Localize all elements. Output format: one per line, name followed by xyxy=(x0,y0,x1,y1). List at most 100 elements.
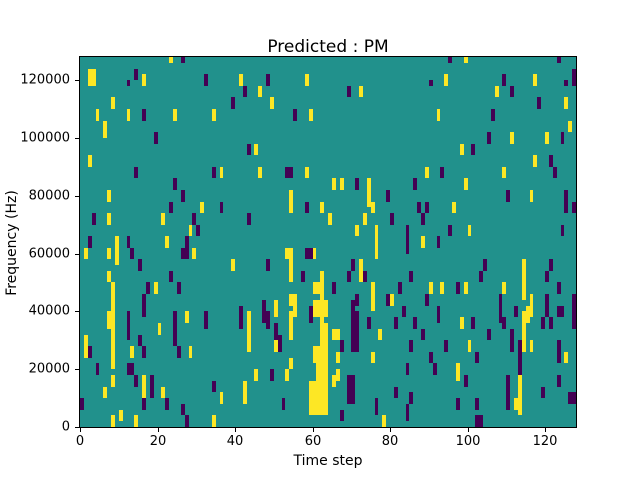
heatmap-cell xyxy=(371,282,375,311)
heatmap-cell xyxy=(84,335,88,358)
heatmap-cell xyxy=(212,381,216,392)
heatmap-cell xyxy=(382,415,386,427)
heatmap-cell xyxy=(107,311,111,329)
heatmap-cell xyxy=(138,335,142,346)
heatmap-cell xyxy=(561,306,564,317)
x-tick-label: 80 xyxy=(381,434,399,449)
heatmap-cell xyxy=(247,213,251,225)
heatmap-cell xyxy=(402,306,406,317)
heatmap-cell xyxy=(138,259,142,271)
heatmap-cell xyxy=(324,358,328,415)
heatmap-cell xyxy=(475,398,479,410)
heatmap-cell xyxy=(545,271,549,282)
heatmap-cell xyxy=(568,392,572,404)
heatmap-cell xyxy=(130,248,134,259)
heatmap-cell xyxy=(448,225,452,236)
heatmap-cell xyxy=(185,236,189,248)
heatmap-cell xyxy=(332,178,336,190)
heatmap-cell xyxy=(514,306,518,317)
heatmap-cell xyxy=(177,282,181,294)
heatmap-cell xyxy=(471,144,475,155)
heatmap-cell xyxy=(437,236,440,248)
heatmap-cell xyxy=(274,300,278,317)
heatmap-cell xyxy=(390,213,394,225)
heatmap-cell xyxy=(134,69,138,80)
x-tick-label: 20 xyxy=(149,434,167,449)
heatmap-cell xyxy=(142,375,146,398)
heatmap-cell xyxy=(367,190,371,207)
heatmap-cell xyxy=(487,132,491,144)
heatmap-cell xyxy=(491,109,495,121)
heatmap-cell xyxy=(316,346,320,363)
heatmap-cell xyxy=(285,167,289,178)
heatmap-cell xyxy=(336,352,340,363)
heatmap-cell xyxy=(406,404,409,421)
x-tick-mark xyxy=(468,428,469,432)
heatmap-cell xyxy=(130,346,134,358)
heatmap-cell xyxy=(181,248,185,259)
heatmap-cell xyxy=(289,329,293,340)
heatmap-cell xyxy=(332,282,336,294)
heatmap-cell xyxy=(320,300,324,317)
heatmap-cell xyxy=(142,346,146,358)
heatmap-cell xyxy=(541,387,545,398)
heatmap-cell xyxy=(448,57,452,63)
heatmap-cell xyxy=(134,375,138,387)
heatmap-cell xyxy=(266,74,270,86)
heatmap-cell xyxy=(146,282,150,294)
heatmap-cell xyxy=(479,271,483,282)
heatmap-cell xyxy=(154,282,158,294)
heatmap-cell xyxy=(309,109,313,121)
heatmap-cell xyxy=(355,178,359,190)
heatmap-cell xyxy=(96,363,99,375)
heatmap-cell xyxy=(433,363,437,375)
heatmap-cell xyxy=(266,311,270,329)
heatmap-cell xyxy=(88,346,92,358)
x-tick-label: 40 xyxy=(226,434,244,449)
heatmap-cell xyxy=(347,86,351,97)
heatmap-cell xyxy=(305,202,309,213)
heatmap-cell xyxy=(212,415,216,427)
heatmap-cell xyxy=(464,375,468,387)
heatmap-cell xyxy=(363,271,367,282)
heatmap-cell xyxy=(510,86,514,97)
heatmap-cell xyxy=(313,381,316,415)
heatmap-cell xyxy=(278,335,282,352)
heatmap-cell xyxy=(130,363,134,375)
heatmap-cell xyxy=(471,317,475,329)
heatmap-cell xyxy=(549,155,553,167)
heatmap-cell xyxy=(289,248,293,259)
x-axis-label: Time step xyxy=(293,453,363,469)
x-tick-mark xyxy=(80,428,81,432)
heatmap-cell xyxy=(564,352,568,363)
y-tick-label: 60000 xyxy=(28,246,70,262)
heatmap-cell xyxy=(320,358,324,415)
heatmap-cell xyxy=(239,74,243,86)
heatmap-cell xyxy=(545,294,549,317)
heatmap-cell xyxy=(127,109,130,121)
heatmap-cell xyxy=(572,392,576,404)
heatmap-cell xyxy=(270,97,274,109)
heatmap-cell xyxy=(316,300,320,317)
heatmap-cell xyxy=(510,132,514,144)
heatmap-cell xyxy=(475,352,479,363)
x-tick-label: 60 xyxy=(304,434,322,449)
heatmap-cell xyxy=(111,300,115,369)
heatmap-cell xyxy=(316,282,320,294)
heatmap-cell xyxy=(502,282,506,294)
heatmap-cell xyxy=(262,300,266,323)
x-tick-mark xyxy=(235,428,236,432)
heatmap-cell xyxy=(456,398,460,410)
heatmap-cell xyxy=(293,109,297,121)
heatmap-cell xyxy=(549,317,553,329)
heatmap-cell xyxy=(289,294,293,306)
heatmap-cell xyxy=(398,282,402,294)
heatmap-cell xyxy=(134,167,138,178)
heatmap-cell xyxy=(409,392,413,404)
heatmap-cell xyxy=(169,271,173,282)
heatmap-cell xyxy=(355,294,359,306)
heatmap-cell xyxy=(421,329,425,340)
heatmap-cell xyxy=(522,259,526,300)
heatmap-cell xyxy=(452,202,456,213)
heatmap-cell xyxy=(88,69,92,86)
